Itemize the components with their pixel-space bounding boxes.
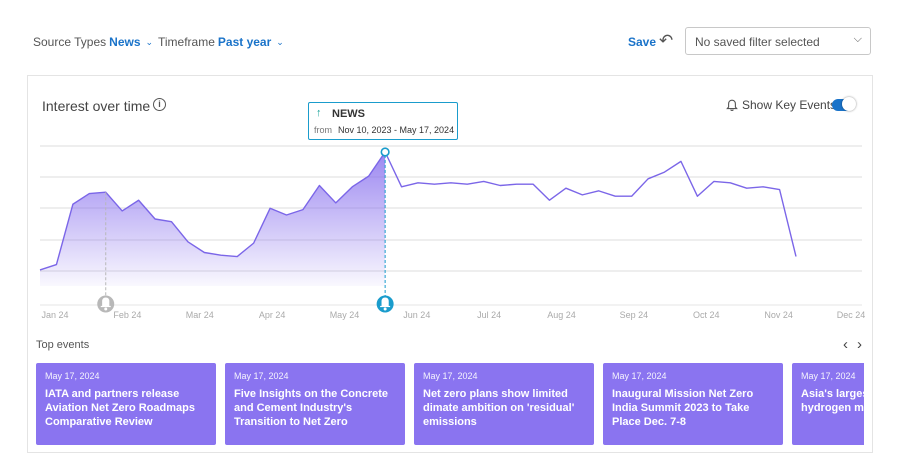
chevron-down-icon: ⌄ — [145, 36, 154, 47]
source-types-filter[interactable]: Source Types News ⌄ — [33, 35, 153, 49]
event-title: Net zero plans show limited dimate ambit… — [423, 388, 575, 428]
chevron-right-icon[interactable]: › — [857, 336, 862, 353]
event-date: May 17, 2024 — [801, 371, 856, 381]
event-date: May 17, 2024 — [234, 371, 289, 381]
top-events-carousel: May 17, 2024 IATA and partners release A… — [36, 363, 864, 445]
card-title: Interest over time — [42, 98, 151, 114]
show-key-events: Show Key Events — [726, 98, 836, 112]
x-tick-label: Jul 24 — [477, 310, 501, 320]
tooltip-date-range: Nov 10, 2023 - May 17, 2024 — [338, 125, 455, 135]
event-title: Inaugural Mission Net Zero India Summit … — [612, 388, 754, 428]
event-card[interactable]: May 17, 2024 Net zero plans show limited… — [414, 363, 594, 445]
event-card[interactable]: May 17, 2024 Asia's largest drive $180 b… — [792, 363, 864, 445]
chevron-left-icon[interactable]: ‹ — [843, 336, 848, 353]
bell-icon-clapper — [104, 307, 108, 311]
event-date: May 17, 2024 — [423, 371, 478, 381]
x-tick-label: Oct 24 — [693, 310, 720, 320]
key-events-toggle[interactable] — [832, 97, 856, 111]
arrow-up-icon: ↑ — [316, 107, 322, 119]
info-icon[interactable]: i — [153, 98, 166, 111]
top-events-label: Top events — [36, 339, 90, 351]
undo-icon[interactable]: ↶ — [659, 31, 674, 50]
chevron-down-icon: ⌵ — [853, 33, 862, 45]
tooltip-from-label: from — [314, 125, 332, 135]
x-tick-label: Aug 24 — [547, 310, 576, 320]
event-title: IATA and partners release Aviation Net Z… — [45, 388, 195, 428]
series-line — [39, 151, 797, 271]
toggle-knob — [842, 97, 856, 111]
save-button[interactable]: Save — [628, 35, 657, 49]
x-tick-label: Jun 24 — [403, 310, 430, 320]
event-title: Five Insights on the Concrete and Cement… — [234, 388, 389, 428]
event-date: May 17, 2024 — [612, 371, 667, 381]
saved-filter-value: No saved filter selected — [695, 35, 820, 49]
x-tick-label: Nov 24 — [764, 310, 793, 320]
bell-icon — [381, 297, 389, 306]
x-tick-label: Sep 24 — [620, 310, 649, 320]
x-tick-label: Feb 24 — [113, 310, 141, 320]
x-tick-label: Jan 24 — [41, 310, 68, 320]
x-tick-label: Apr 24 — [259, 310, 286, 320]
timeframe-filter[interactable]: Timeframe Past year ⌄ — [158, 35, 284, 49]
bell-icon-clapper — [383, 307, 387, 311]
source-types-value: News — [109, 35, 141, 49]
source-types-label: Source Types — [33, 35, 107, 49]
event-card[interactable]: May 17, 2024 Five Insights on the Concre… — [225, 363, 405, 445]
filter-bar: Source Types News ⌄ Timeframe Past year … — [0, 0, 900, 80]
event-date: May 17, 2024 — [45, 371, 100, 381]
bell-icon — [102, 297, 110, 306]
chevron-down-icon: ⌄ — [276, 36, 284, 47]
event-card[interactable]: May 17, 2024 Inaugural Mission Net Zero … — [603, 363, 783, 445]
event-title: Asia's largest drive $180 bi hydrogen ma — [801, 388, 864, 414]
x-tick-label: May 24 — [330, 310, 360, 320]
series-area — [40, 152, 386, 286]
x-tick-label: Dec 24 — [837, 310, 866, 320]
tooltip-series: NEWS — [332, 108, 365, 120]
timeframe-value: Past year — [217, 35, 272, 49]
saved-filter-select[interactable]: No saved filter selected ⌵ — [685, 27, 871, 55]
x-tick-label: Mar 24 — [186, 310, 214, 320]
show-key-events-label: Show Key Events — [742, 98, 837, 112]
timeframe-label: Timeframe — [158, 35, 215, 49]
highlight-point — [380, 147, 390, 157]
event-card[interactable]: May 17, 2024 IATA and partners release A… — [36, 363, 216, 445]
chart-tooltip: ↑ NEWS from Nov 10, 2023 - May 17, 2024 — [308, 102, 458, 140]
bell-icon — [726, 99, 738, 111]
